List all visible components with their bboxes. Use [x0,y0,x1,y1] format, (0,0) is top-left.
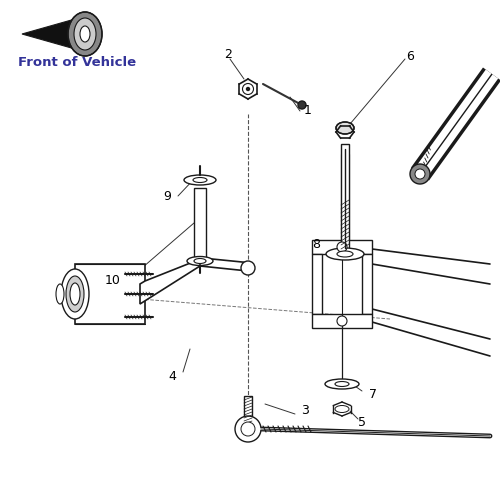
Circle shape [246,88,250,91]
Ellipse shape [325,379,359,389]
Ellipse shape [70,283,80,305]
Text: Front of Vehicle: Front of Vehicle [18,56,136,69]
Text: 7: 7 [369,388,377,401]
Ellipse shape [193,177,207,182]
Ellipse shape [56,284,64,304]
Bar [341,154,349,254]
Circle shape [415,169,425,179]
Bar [362,254,372,314]
Ellipse shape [194,259,206,264]
Ellipse shape [187,257,213,266]
Text: 2: 2 [224,47,232,60]
Ellipse shape [80,26,90,42]
Circle shape [241,422,255,436]
Text: 9: 9 [163,190,171,203]
Text: 4: 4 [168,369,176,383]
Polygon shape [22,19,75,49]
Circle shape [242,84,254,95]
Text: 10: 10 [105,274,121,286]
Circle shape [298,101,306,109]
Text: 6: 6 [406,50,414,64]
Circle shape [241,261,255,275]
Ellipse shape [68,12,102,56]
Polygon shape [140,258,203,304]
Text: 3: 3 [301,405,309,417]
Ellipse shape [66,276,84,312]
Text: 5: 5 [358,415,366,428]
Ellipse shape [336,122,354,134]
Bar [312,240,372,254]
Ellipse shape [61,269,89,319]
Circle shape [410,164,430,184]
Ellipse shape [335,382,349,387]
Text: 8: 8 [312,237,320,250]
Ellipse shape [337,251,353,257]
Polygon shape [200,258,252,271]
Ellipse shape [184,175,216,185]
Bar [312,314,372,328]
Circle shape [337,242,347,252]
Bar [341,144,349,249]
Bar [312,254,322,314]
Ellipse shape [326,248,364,260]
Circle shape [337,316,347,326]
Bar [75,264,145,324]
Bar [244,396,252,424]
Circle shape [235,416,261,442]
Text: 1: 1 [304,104,312,117]
Ellipse shape [74,18,96,50]
Bar [194,188,206,263]
